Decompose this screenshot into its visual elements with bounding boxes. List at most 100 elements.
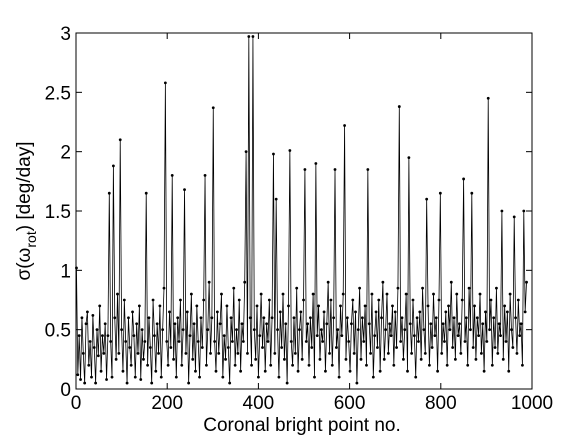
- data-point: [184, 352, 188, 355]
- data-point: [367, 322, 371, 326]
- data-point: [137, 304, 141, 308]
- data-point: [341, 292, 345, 296]
- data-point: [233, 363, 237, 367]
- y-tick-label: 2: [60, 143, 71, 164]
- data-point: [91, 314, 95, 317]
- data-point: [314, 162, 318, 165]
- data-point: [407, 156, 411, 160]
- data-point: [315, 334, 319, 337]
- data-point: [359, 357, 363, 361]
- data-point: [414, 375, 418, 379]
- data-point: [300, 357, 304, 361]
- data-point: [151, 298, 155, 302]
- data-point: [269, 363, 273, 367]
- data-point: [168, 310, 171, 314]
- data-point: [267, 298, 271, 302]
- data-point: [75, 266, 78, 270]
- data-point: [280, 346, 284, 349]
- data-point: [493, 346, 497, 349]
- data-point: [222, 334, 226, 337]
- data-point: [154, 369, 158, 373]
- data-point: [191, 357, 195, 361]
- data-point: [173, 322, 177, 326]
- y-axis-label-main: σ(ω: [14, 247, 35, 280]
- data-point: [484, 310, 487, 314]
- data-point: [501, 357, 505, 361]
- data-point: [272, 152, 275, 156]
- data-point: [140, 328, 144, 332]
- data-point: [183, 188, 186, 192]
- data-point: [437, 298, 441, 302]
- data-point: [217, 352, 221, 355]
- data-point: [285, 381, 289, 385]
- data-point: [497, 322, 501, 326]
- data-point: [157, 352, 160, 355]
- data-point: [512, 215, 516, 219]
- data-point: [350, 322, 353, 326]
- data-point: [324, 369, 327, 373]
- data-point: [429, 322, 433, 326]
- x-tick-label: 200: [151, 393, 183, 414]
- data-point: [128, 346, 132, 349]
- data-point: [486, 96, 490, 100]
- data-point: [505, 310, 509, 314]
- data-point: [402, 357, 405, 361]
- data-point: [80, 316, 84, 320]
- data-point: [389, 334, 393, 337]
- data-point: [206, 328, 210, 332]
- data-point: [339, 304, 342, 308]
- data-point: [351, 298, 355, 302]
- data-point: [449, 280, 453, 284]
- data-point: [525, 280, 528, 284]
- data-point: [458, 322, 461, 326]
- data-point: [218, 322, 222, 326]
- data-point: [448, 328, 452, 332]
- data-point: [220, 292, 223, 296]
- data-point: [373, 334, 377, 337]
- data-point: [333, 168, 337, 171]
- data-point: [473, 304, 476, 308]
- data-point: [343, 124, 346, 127]
- data-point: [325, 322, 329, 326]
- data-point: [478, 292, 482, 296]
- data-point: [214, 369, 218, 373]
- data-point: [188, 334, 192, 337]
- data-point: [291, 363, 294, 367]
- data-point: [463, 340, 467, 343]
- data-point: [237, 298, 241, 302]
- data-point: [492, 316, 496, 320]
- data-point: [276, 328, 279, 332]
- data-point: [434, 316, 438, 320]
- data-point: [226, 346, 230, 349]
- data-point: [114, 357, 118, 361]
- data-point: [326, 280, 330, 284]
- data-point: [262, 316, 266, 320]
- data-point: [163, 81, 167, 85]
- data-point: [403, 328, 407, 332]
- data-point: [177, 340, 181, 343]
- data-point: [386, 352, 390, 355]
- data-point: [310, 346, 314, 349]
- data-point: [400, 316, 404, 320]
- data-point: [425, 197, 429, 201]
- data-point: [459, 352, 463, 355]
- data-point: [284, 322, 288, 326]
- data-point: [192, 322, 196, 326]
- data-point: [404, 292, 408, 296]
- data-point: [381, 280, 385, 284]
- data-point: [366, 168, 370, 171]
- data-point: [441, 322, 445, 326]
- data-point: [231, 340, 234, 343]
- data-point: [296, 369, 300, 373]
- data-point: [436, 369, 440, 373]
- data-point: [321, 340, 325, 343]
- data-point: [263, 369, 267, 373]
- data-point: [293, 352, 297, 355]
- data-point: [107, 191, 111, 195]
- data-point: [131, 310, 134, 314]
- data-point: [311, 292, 315, 296]
- data-point: [105, 378, 108, 381]
- y-axis-label-end: ) [deg/day]: [14, 141, 35, 231]
- data-point: [209, 352, 212, 355]
- data-point: [319, 328, 323, 332]
